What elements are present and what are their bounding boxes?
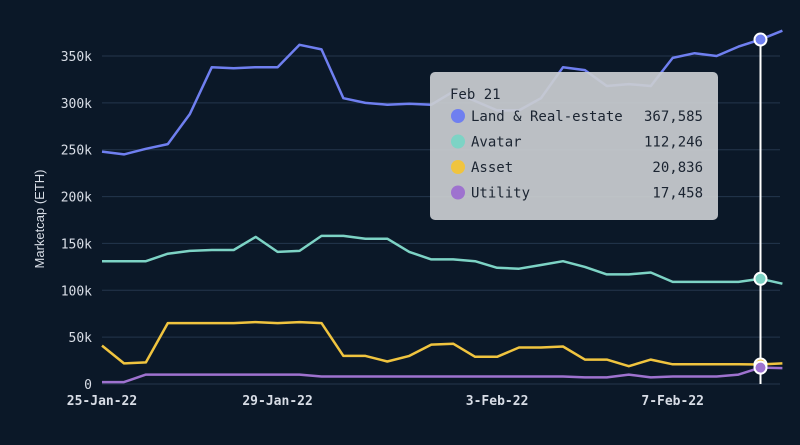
y-tick-label: 250k — [61, 144, 92, 159]
x-tick-label: 7-Feb-22 — [641, 394, 704, 409]
y-tick-label: 200k — [61, 191, 92, 206]
tooltip-swatch — [451, 185, 465, 200]
y-tick-label: 350k — [61, 50, 92, 65]
tooltip: Feb 21 Land & Real-estate 367,585 Avatar 11… — [430, 72, 718, 220]
y-axis: 0 50k 100k 150k 200k 250k 300k 350k — [61, 50, 92, 393]
hover-marker-utility — [753, 360, 768, 375]
x-tick-label: 29-Jan-22 — [242, 394, 312, 409]
hover-crosshair — [753, 32, 768, 384]
y-tick-label: 0 — [84, 378, 92, 393]
y-tick-label: 150k — [61, 237, 92, 252]
series-line-asset — [101, 320, 783, 368]
tooltip-series-name: Utility — [471, 186, 530, 202]
series-line-utility — [102, 366, 783, 384]
tooltip-swatch — [451, 109, 465, 123]
x-tick-label: 3-Feb-22 — [466, 394, 529, 409]
tooltip-series-value: 367,585 — [644, 109, 703, 125]
x-axis: 25-Jan-2229-Jan-223-Feb-227-Feb-2211-Feb… — [67, 394, 704, 409]
tooltip-series-value: 112,246 — [644, 135, 703, 151]
tooltip-series-value: 20,836 — [652, 160, 703, 176]
tooltip-series-value: 17,458 — [652, 186, 703, 202]
tooltip-swatch — [451, 134, 465, 149]
tooltip-series-name: Asset — [471, 160, 513, 176]
y-axis-label: Marketcap (ETH) — [32, 170, 47, 269]
y-tick-label: 100k — [61, 284, 92, 299]
hover-marker-avatar — [753, 271, 768, 286]
y-tick-label: 50k — [69, 331, 93, 346]
x-tick-label: 25-Jan-22 — [67, 394, 137, 409]
tooltip-series-name: Avatar — [471, 135, 522, 151]
tooltip-swatch — [451, 160, 465, 174]
y-tick-label: 300k — [61, 97, 92, 112]
series-line-avatar — [102, 234, 783, 285]
tooltip-date: Feb 21 — [450, 87, 501, 103]
hover-marker-land-real-estate — [753, 32, 768, 47]
tooltip-box — [430, 72, 718, 220]
tooltip-series-name: Land & Real-estate — [471, 109, 623, 125]
